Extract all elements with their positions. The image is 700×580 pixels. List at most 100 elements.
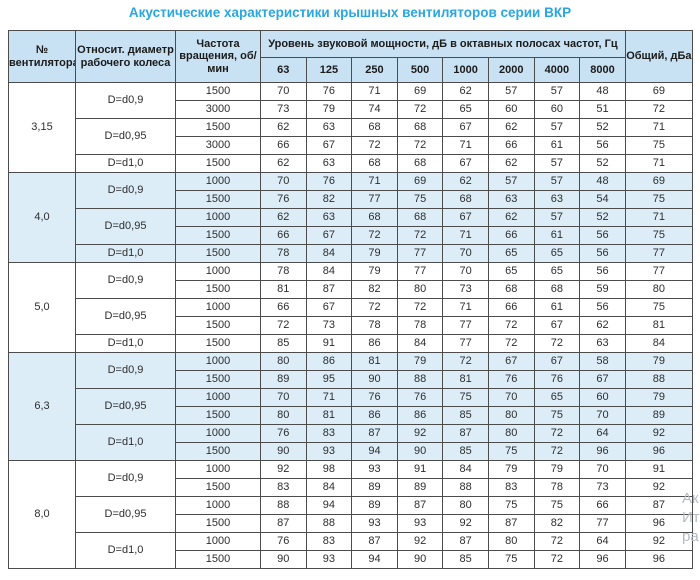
header-fan-number: № вентилятора — [8, 30, 76, 83]
spl-value-cell: 93 — [305, 550, 353, 569]
spl-value-cell: 75 — [396, 190, 444, 209]
header-row-top: № вентилятора Относит. диаметр рабочего … — [8, 30, 693, 83]
diameter-cell: D=d1,0 — [75, 244, 176, 263]
spl-value-cell: 90 — [260, 442, 307, 461]
spl-value-cell: 59 — [579, 280, 626, 299]
spl-value-cell: 82 — [533, 514, 581, 533]
speed-cell: 1000 — [175, 298, 261, 317]
spl-value-cell: 66 — [579, 496, 626, 515]
spl-value-cell: 83 — [487, 478, 535, 497]
spl-value-cell: 90 — [260, 550, 307, 569]
spl-value-cell: 89 — [260, 370, 307, 389]
page-title: Акустические характеристики крышных вент… — [128, 5, 572, 20]
spl-value-cell: 87 — [351, 424, 398, 443]
spl-value-cell: 79 — [396, 352, 444, 371]
speed-cell: 1500 — [175, 226, 261, 245]
spl-value-cell: 77 — [396, 244, 444, 263]
spl-value-cell: 77 — [442, 316, 489, 335]
speed-cell: 1500 — [175, 406, 261, 425]
spl-value-cell: 84 — [305, 478, 353, 497]
total-cell: 71 — [624, 154, 693, 173]
table-row: 4,0 D=d0,9 1000 70 76 71 69 62 57 57 48 69 — [8, 172, 693, 263]
spl-value-cell: 86 — [351, 334, 398, 353]
spl-value-cell: 72 — [351, 298, 398, 317]
spl-value-cell: 92 — [396, 424, 444, 443]
spl-value-cell: 72 — [396, 100, 444, 119]
spl-value-cell: 88 — [260, 496, 307, 515]
speed-cell: 1000 — [175, 424, 261, 443]
spl-value-cell: 61 — [533, 136, 581, 155]
spl-value-cell: 70 — [442, 262, 489, 281]
spl-value-cell: 75 — [533, 496, 581, 515]
spl-value-cell: 84 — [305, 262, 353, 281]
total-cell: 91 — [624, 460, 693, 479]
spl-value-cell: 67 — [533, 352, 581, 371]
spl-value-cell: 73 — [305, 316, 353, 335]
watermark-line: ра — [682, 528, 699, 545]
spl-value-cell: 67 — [533, 316, 581, 335]
watermark-text: Ак Ит ра — [682, 489, 700, 546]
spl-value-cell: 68 — [396, 208, 444, 227]
spl-value-cell: 77 — [579, 514, 626, 533]
spl-value-cell: 81 — [305, 406, 353, 425]
spl-value-cell: 52 — [579, 118, 626, 137]
spl-value-cell: 90 — [396, 442, 444, 461]
spl-value-cell: 70 — [442, 244, 489, 263]
spl-value-cell: 78 — [260, 244, 307, 263]
spl-value-cell: 62 — [442, 82, 489, 101]
spl-value-cell: 80 — [260, 352, 307, 371]
spl-value-cell: 87 — [396, 496, 444, 515]
fan-number-cell: 3,15 — [8, 82, 76, 173]
spl-value-cell: 66 — [487, 226, 535, 245]
spl-value-cell: 71 — [442, 136, 489, 155]
table-row: D=d0,95 1500 62 63 68 68 67 62 57 52 71 — [9, 118, 693, 155]
spl-value-cell: 79 — [487, 460, 535, 479]
spl-value-cell: 68 — [351, 154, 398, 173]
spl-value-cell: 85 — [442, 442, 489, 461]
spl-value-cell: 76 — [351, 388, 398, 407]
spl-value-cell: 72 — [533, 532, 581, 551]
spl-value-cell: 91 — [305, 334, 353, 353]
speed-cell: 1500 — [175, 244, 261, 263]
spl-value-cell: 79 — [533, 460, 581, 479]
diameter-cell: D=d0,9 — [75, 262, 176, 299]
spl-value-cell: 51 — [579, 100, 626, 119]
spl-value-cell: 76 — [487, 370, 535, 389]
spl-value-cell: 92 — [396, 532, 444, 551]
spl-value-cell: 93 — [351, 460, 398, 479]
spl-value-cell: 75 — [533, 406, 581, 425]
spl-value-cell: 64 — [579, 424, 626, 443]
spl-value-cell: 91 — [396, 460, 444, 479]
table-row: D=d1,0 1000 76 83 87 92 87 80 72 64 92 — [9, 424, 693, 461]
diameter-cell: D=d1,0 — [75, 154, 176, 173]
speed-cell: 1500 — [175, 370, 261, 389]
spl-value-cell: 96 — [579, 550, 626, 569]
fan-table-body: 3,15 D=d0,9 1500 70 76 71 69 62 57 57 48 69 3000 73 79… — [8, 82, 693, 569]
spl-value-cell: 75 — [487, 496, 535, 515]
spl-value-cell: 80 — [260, 406, 307, 425]
spl-value-cell: 76 — [260, 424, 307, 443]
spl-value-cell: 62 — [260, 154, 307, 173]
spl-value-cell: 72 — [533, 424, 581, 443]
spl-value-cell: 76 — [533, 370, 581, 389]
spl-value-cell: 72 — [487, 334, 535, 353]
table-row: 3,15 D=d0,9 1500 70 76 71 69 62 57 57 48 69 — [8, 82, 693, 173]
spl-value-cell: 81 — [442, 370, 489, 389]
speed-cell: 1000 — [175, 532, 261, 551]
total-cell: 75 — [624, 136, 693, 155]
header-freq-125: 125 — [305, 57, 353, 83]
spl-value-cell: 80 — [396, 280, 444, 299]
table-row: 6,3 D=d0,9 1000 80 86 81 79 72 67 67 58 79 — [8, 352, 693, 461]
total-cell: 84 — [624, 334, 693, 353]
total-cell: 79 — [624, 352, 693, 371]
spl-value-cell: 94 — [351, 550, 398, 569]
total-cell: 88 — [624, 370, 693, 389]
spl-value-cell: 70 — [260, 82, 307, 101]
spl-value-cell: 65 — [442, 100, 489, 119]
spl-value-cell: 60 — [579, 388, 626, 407]
spl-value-cell: 62 — [579, 316, 626, 335]
spl-value-cell: 76 — [305, 82, 353, 101]
spl-value-cell: 87 — [351, 532, 398, 551]
speed-cell: 1500 — [175, 550, 261, 569]
spl-value-cell: 57 — [487, 172, 535, 191]
